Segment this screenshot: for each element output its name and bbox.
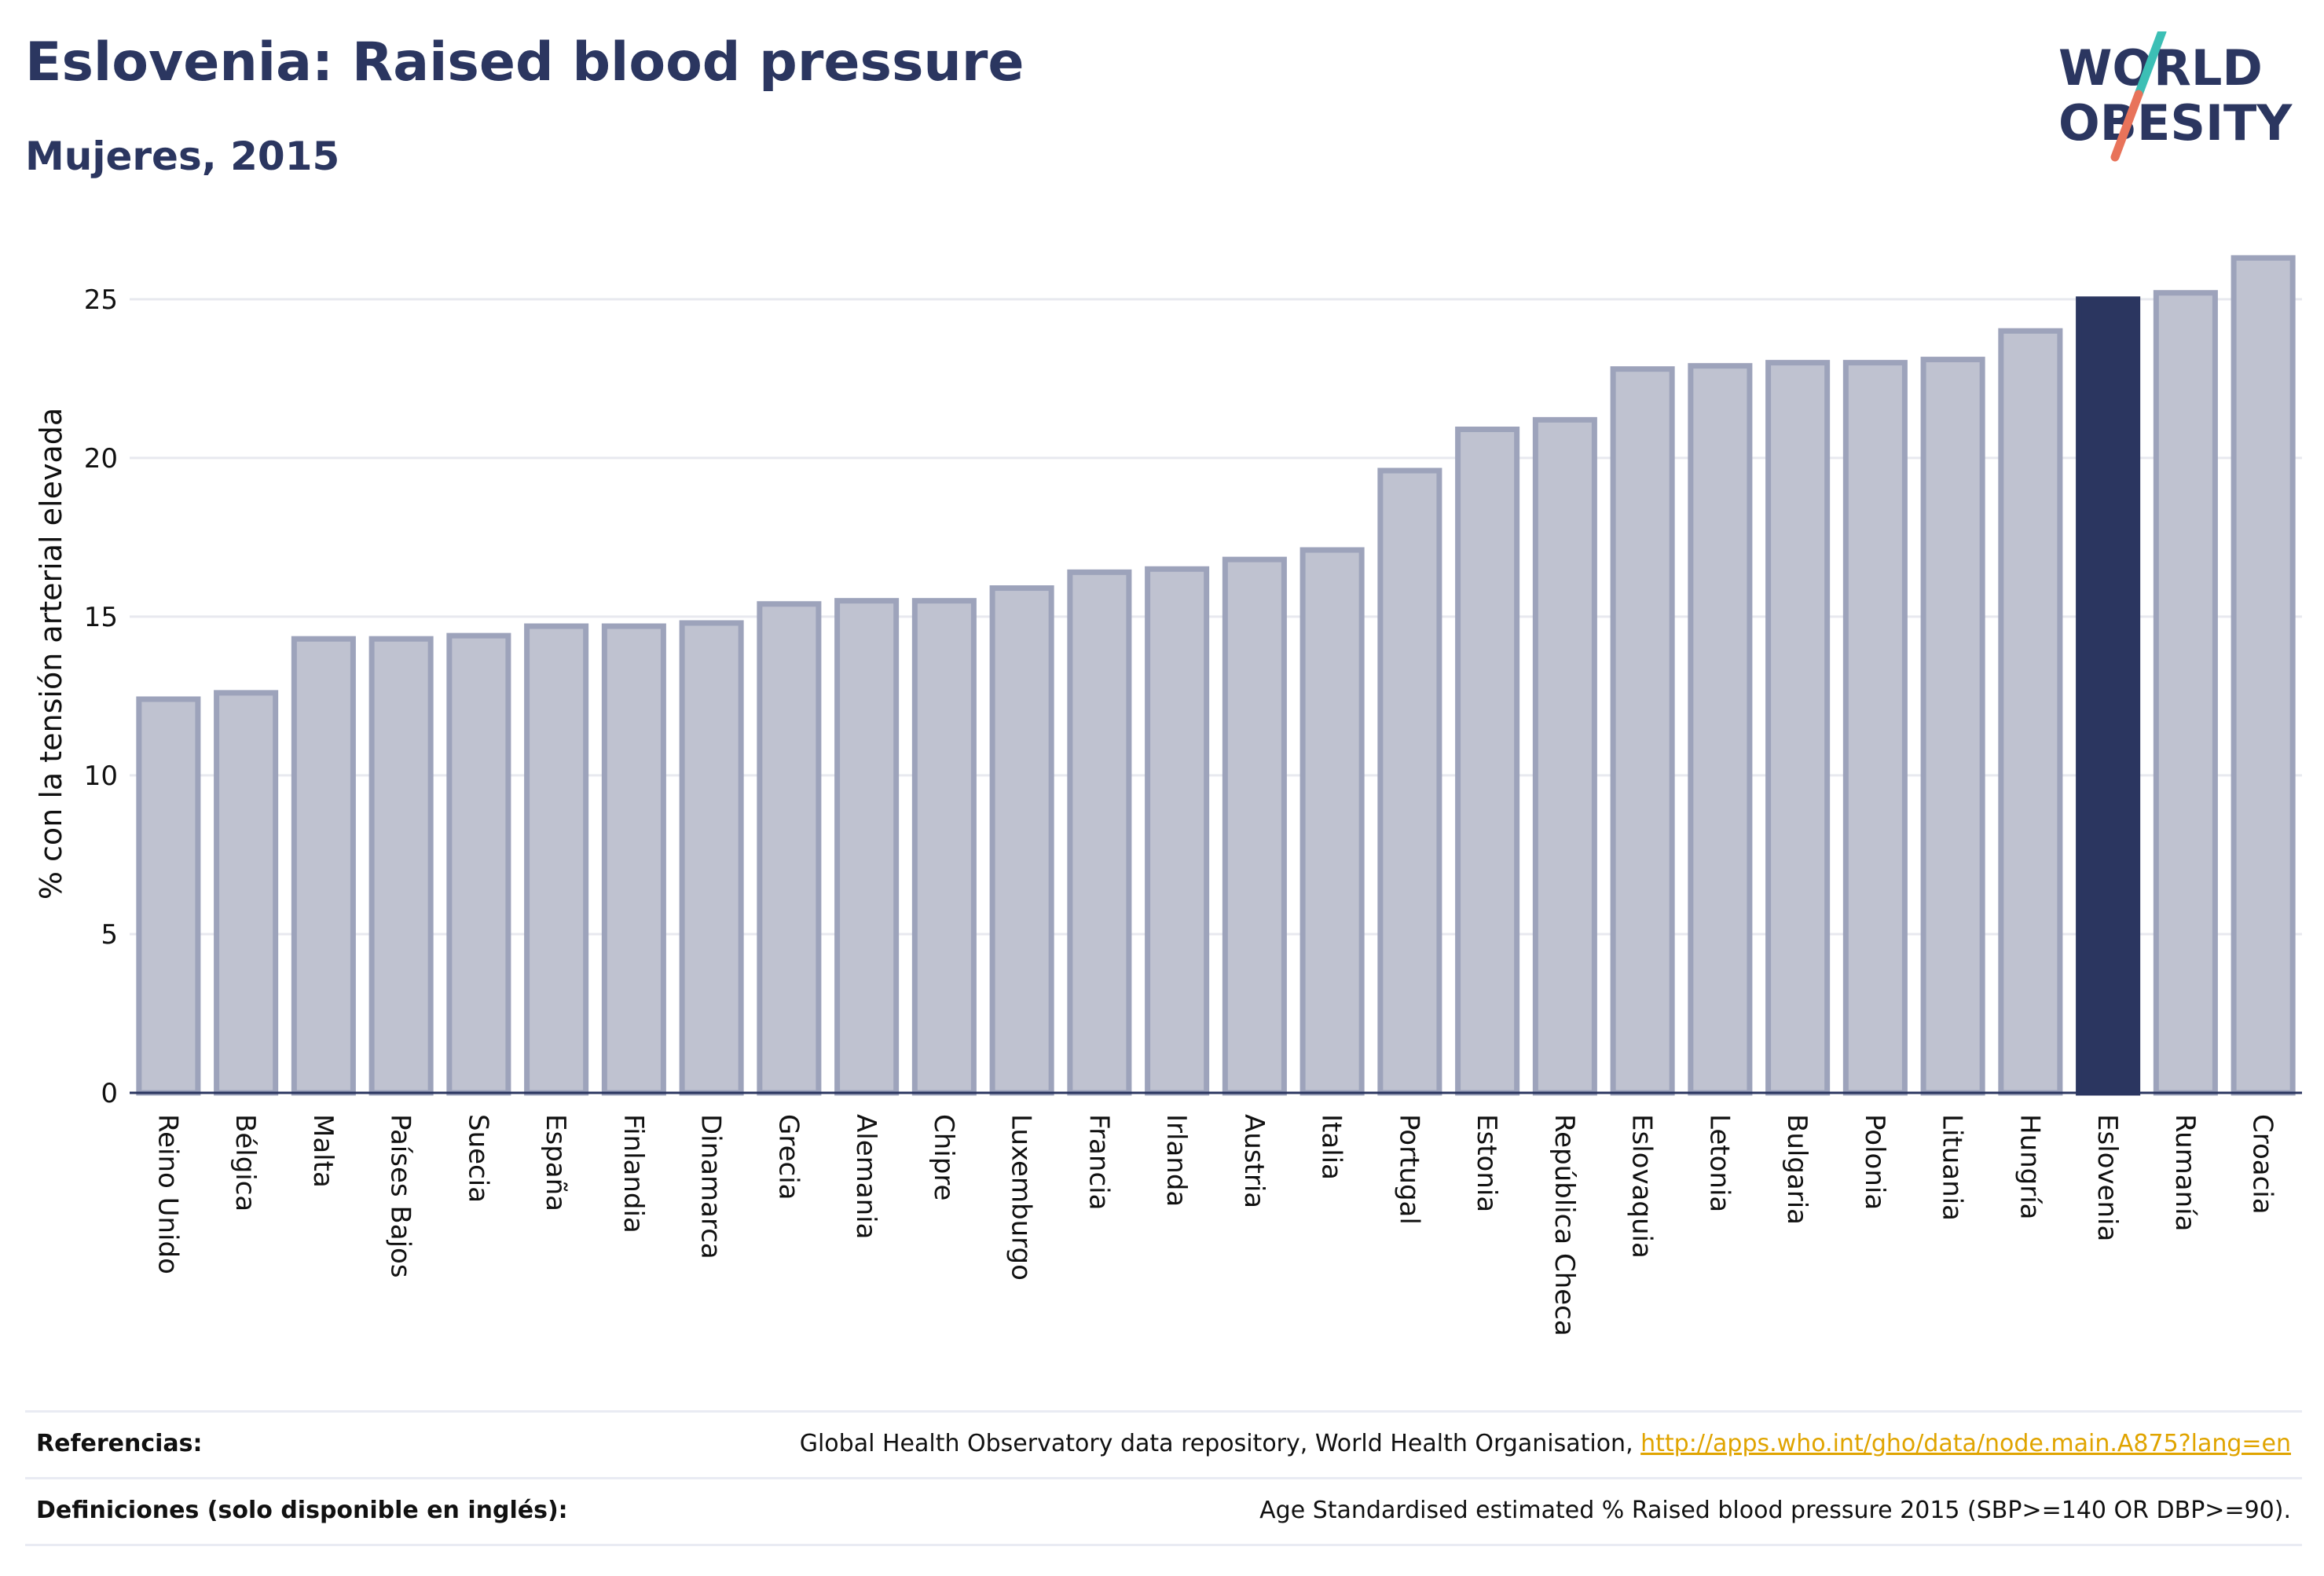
logo-line-obesity: OBESITY — [2058, 94, 2293, 152]
bar-dinamarca — [679, 620, 744, 1096]
x-tick-label: Austria — [1238, 1114, 1270, 1208]
bar-bélgica — [214, 690, 279, 1096]
y-tick-label: 5 — [101, 919, 118, 951]
y-tick-label: 10 — [84, 761, 118, 792]
bar-letonia — [1688, 363, 1753, 1096]
logo-slash-top-icon — [2134, 31, 2167, 99]
x-tick-label: Bulgaria — [1781, 1114, 1813, 1225]
bar-república-checa — [1532, 416, 1597, 1096]
x-tick-label: Chipre — [928, 1114, 959, 1200]
x-tick-label: Francia — [1083, 1114, 1114, 1210]
y-tick-label: 0 — [101, 1078, 118, 1109]
x-tick-label: Polonia — [1859, 1114, 1890, 1210]
logo-line-world: WORLD — [2058, 39, 2263, 97]
world-obesity-logo: WORLD OBESITY — [2058, 31, 2293, 162]
x-tick-label: Hungría — [2014, 1114, 2045, 1220]
bar-croacia — [2231, 255, 2296, 1096]
references-row: Referencias: Global Health Observatory d… — [25, 1410, 2302, 1477]
x-tick-label: Malta — [307, 1114, 339, 1188]
references-value: Global Health Observatory data repositor… — [800, 1430, 2291, 1457]
chart-title: Eslovenia: Raised blood pressure — [25, 31, 1025, 93]
bar-bulgaria — [1765, 360, 1831, 1096]
bar-eslovaquia — [1610, 366, 1675, 1096]
bar-francia — [1067, 569, 1132, 1096]
references-text: Global Health Observatory data repositor… — [799, 1430, 1641, 1457]
x-tick-labels: Reino Unido Bélgica Malta Países Bajos Sueci… — [152, 1114, 2278, 1336]
x-tick-label: Países Bajos — [385, 1114, 416, 1278]
bar-portugal — [1377, 467, 1442, 1096]
bar-chart: 0 5 10 15 20 25 Reino Unido Bélgica Malta Países… — [34, 255, 2302, 1336]
bar-grecia — [757, 601, 822, 1096]
bar-chipre — [911, 598, 977, 1096]
chart-subtitle: Mujeres, 2015 — [25, 134, 340, 179]
bar-reino-unido — [136, 696, 201, 1096]
bar-polonia — [1842, 360, 1908, 1096]
bar-países-bajos — [368, 636, 434, 1096]
x-tick-label: Dinamarca — [695, 1114, 727, 1259]
bar-alemania — [834, 598, 900, 1096]
x-tick-label: Alemania — [850, 1114, 882, 1239]
x-tick-label: Eslovaquia — [1626, 1114, 1658, 1259]
x-tick-label: Luxemburgo — [1006, 1114, 1037, 1281]
bar-malta — [291, 636, 356, 1096]
x-tick-label: República Checa — [1549, 1114, 1580, 1336]
y-tick-label: 15 — [84, 602, 118, 633]
y-tick-labels: 0 5 10 15 20 25 — [84, 284, 118, 1109]
bar-españa — [524, 623, 589, 1096]
bar-luxemburgo — [989, 585, 1054, 1096]
x-tick-label: Suecia — [462, 1114, 493, 1203]
definitions-value: Age Standardised estimated % Raised bloo… — [1259, 1497, 2291, 1524]
x-tick-label: Estonia — [1471, 1114, 1502, 1212]
bar-rumanía — [2153, 290, 2218, 1096]
bar-hungría — [1998, 328, 2063, 1096]
logo-slash-bottom-icon — [2110, 90, 2143, 162]
x-tick-label: Bélgica — [229, 1114, 261, 1211]
references-table: Referencias: Global Health Observatory d… — [25, 1410, 2302, 1546]
bar-suecia — [446, 632, 511, 1096]
x-tick-label: Portugal — [1393, 1114, 1424, 1225]
bar-lituania — [1920, 357, 1985, 1096]
y-axis-label: % con la tensión arterial elevada — [34, 408, 68, 900]
definitions-label: Definiciones (solo disponible en inglés)… — [36, 1497, 568, 1524]
bars — [136, 255, 2296, 1096]
x-tick-label: Letonia — [1703, 1114, 1735, 1212]
x-tick-label: Croacia — [2247, 1114, 2278, 1215]
x-tick-label: España — [540, 1114, 571, 1211]
references-link[interactable]: http://apps.who.int/gho/data/node.main.A… — [1640, 1430, 2291, 1457]
bar-irlanda — [1145, 566, 1210, 1096]
bar-italia — [1299, 547, 1365, 1096]
x-tick-label: Eslovenia — [2091, 1114, 2123, 1241]
x-tick-label: Irlanda — [1160, 1114, 1192, 1207]
x-tick-label: Lituania — [1937, 1114, 1968, 1221]
x-tick-label: Rumanía — [2169, 1114, 2201, 1231]
x-tick-label: Italia — [1316, 1114, 1347, 1180]
x-tick-label: Finlandia — [618, 1114, 649, 1233]
x-tick-label: Grecia — [772, 1114, 804, 1200]
bar-austria — [1222, 556, 1287, 1096]
x-tick-label: Reino Unido — [152, 1114, 183, 1274]
y-tick-label: 25 — [84, 284, 118, 316]
references-label: Referencias: — [36, 1430, 203, 1457]
definitions-row: Definiciones (solo disponible en inglés)… — [25, 1477, 2302, 1546]
bar-finlandia — [601, 623, 666, 1096]
bar-estonia — [1455, 426, 1520, 1096]
bar-eslovenia — [2076, 296, 2141, 1096]
y-tick-label: 20 — [84, 443, 118, 475]
